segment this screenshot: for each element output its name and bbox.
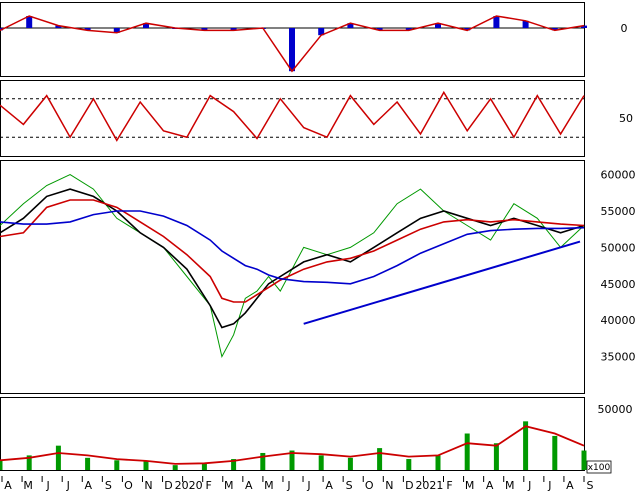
volume-bar [493,443,499,470]
volume-bar [114,460,120,470]
x-tick-label: A [85,479,93,492]
volume-bar [201,462,207,470]
histogram-bar [347,23,354,28]
histogram-bar [26,16,33,28]
x-tick-label: A [486,479,494,492]
histogram-bar [551,28,558,31]
x-tick-label: J [527,479,531,492]
histogram-bar [113,28,120,33]
x-tick-label: M [465,479,475,492]
x-tick-label: M [224,479,234,492]
histogram-bar [143,23,149,28]
volume-bar [347,457,353,470]
histogram-bar [318,28,325,36]
histogram-bar [230,28,237,31]
histogram-bar [55,25,62,28]
x-tick-label: O [124,479,133,492]
panel-frame-1 [0,80,585,157]
y-tick-label: 45000 [601,278,635,291]
x-tick-label: F [206,479,212,492]
x-tick-label: A [325,479,333,492]
volume-bar [406,459,412,470]
y-tick-label: 35000 [601,351,635,364]
histogram-bar [435,23,441,28]
x-tick-label: N [144,479,152,492]
volume-bar [523,421,529,470]
volume-bar [55,445,61,470]
y-tick-label: 50 [619,112,633,125]
x-tick-label: 2020 [175,479,203,492]
volume-bar [464,433,470,470]
y-tick-label: 55000 [601,205,635,218]
x-tick-label: J [547,479,551,492]
x-tick-label: A [566,479,574,492]
x-tick-label: D [164,479,172,492]
x-tick-label: M [23,479,33,492]
histogram-bar [201,28,208,31]
volume-bar [435,455,441,470]
y-tick-label: 60000 [601,169,635,182]
histogram-bar [464,28,471,31]
volume-bar [581,450,587,470]
x-tick-label: M [264,479,274,492]
volume-bar [318,455,324,470]
x-tick-label: J [306,479,310,492]
volume-bar [26,455,32,470]
price-series [0,174,585,359]
x-tick-label: M [505,479,515,492]
x-tick-label: A [245,479,253,492]
histogram-bar [493,16,500,28]
x-tick-label: D [405,479,413,492]
y-tick-label: 50000 [598,403,633,416]
x-tick-label: J [286,479,290,492]
x-tick-label: S [346,479,353,492]
x-tick-label: S [587,479,594,492]
x-tick-label: 2021 [415,479,443,492]
ma-short-line [0,188,585,329]
volume-bar [231,459,237,470]
unit-box [586,460,612,474]
volume-bar [0,460,3,470]
ma-long-line [0,210,585,285]
x-tick-label: J [66,479,70,492]
volume-bar [143,461,149,470]
y-tick-label: 40000 [601,314,635,327]
panel-frame-0 [0,2,585,77]
histogram-bar [522,20,529,28]
oscillator-line [0,15,585,73]
panel-frame-3 [0,397,585,471]
volume-bar [172,465,178,470]
x-tick-label: S [105,479,112,492]
ma-mid-line [0,199,585,303]
volume-bar [85,457,91,470]
x-tick-label: J [46,479,50,492]
x-tick-label: N [385,479,393,492]
volume-unit-label: x100 [588,463,611,473]
x-tick-label: A [4,479,12,492]
y-tick-label: 0 [621,22,628,35]
volume-bar [552,435,558,470]
x-tick-label: O [365,479,374,492]
volume-bar [260,452,266,470]
histogram-bar [376,28,383,31]
histogram-bar [581,25,587,28]
volume-ma-line [0,425,585,465]
stochastic-line [0,90,585,142]
volume-bar [377,448,383,470]
support-trendline [303,240,581,325]
x-tick-label: F [446,479,452,492]
histogram-bar [84,28,91,31]
y-tick-label: 50000 [601,241,635,254]
histogram-bar [289,28,295,72]
histogram-bar [405,28,412,31]
volume-bar [289,450,295,470]
panel-frame-2 [0,160,585,394]
